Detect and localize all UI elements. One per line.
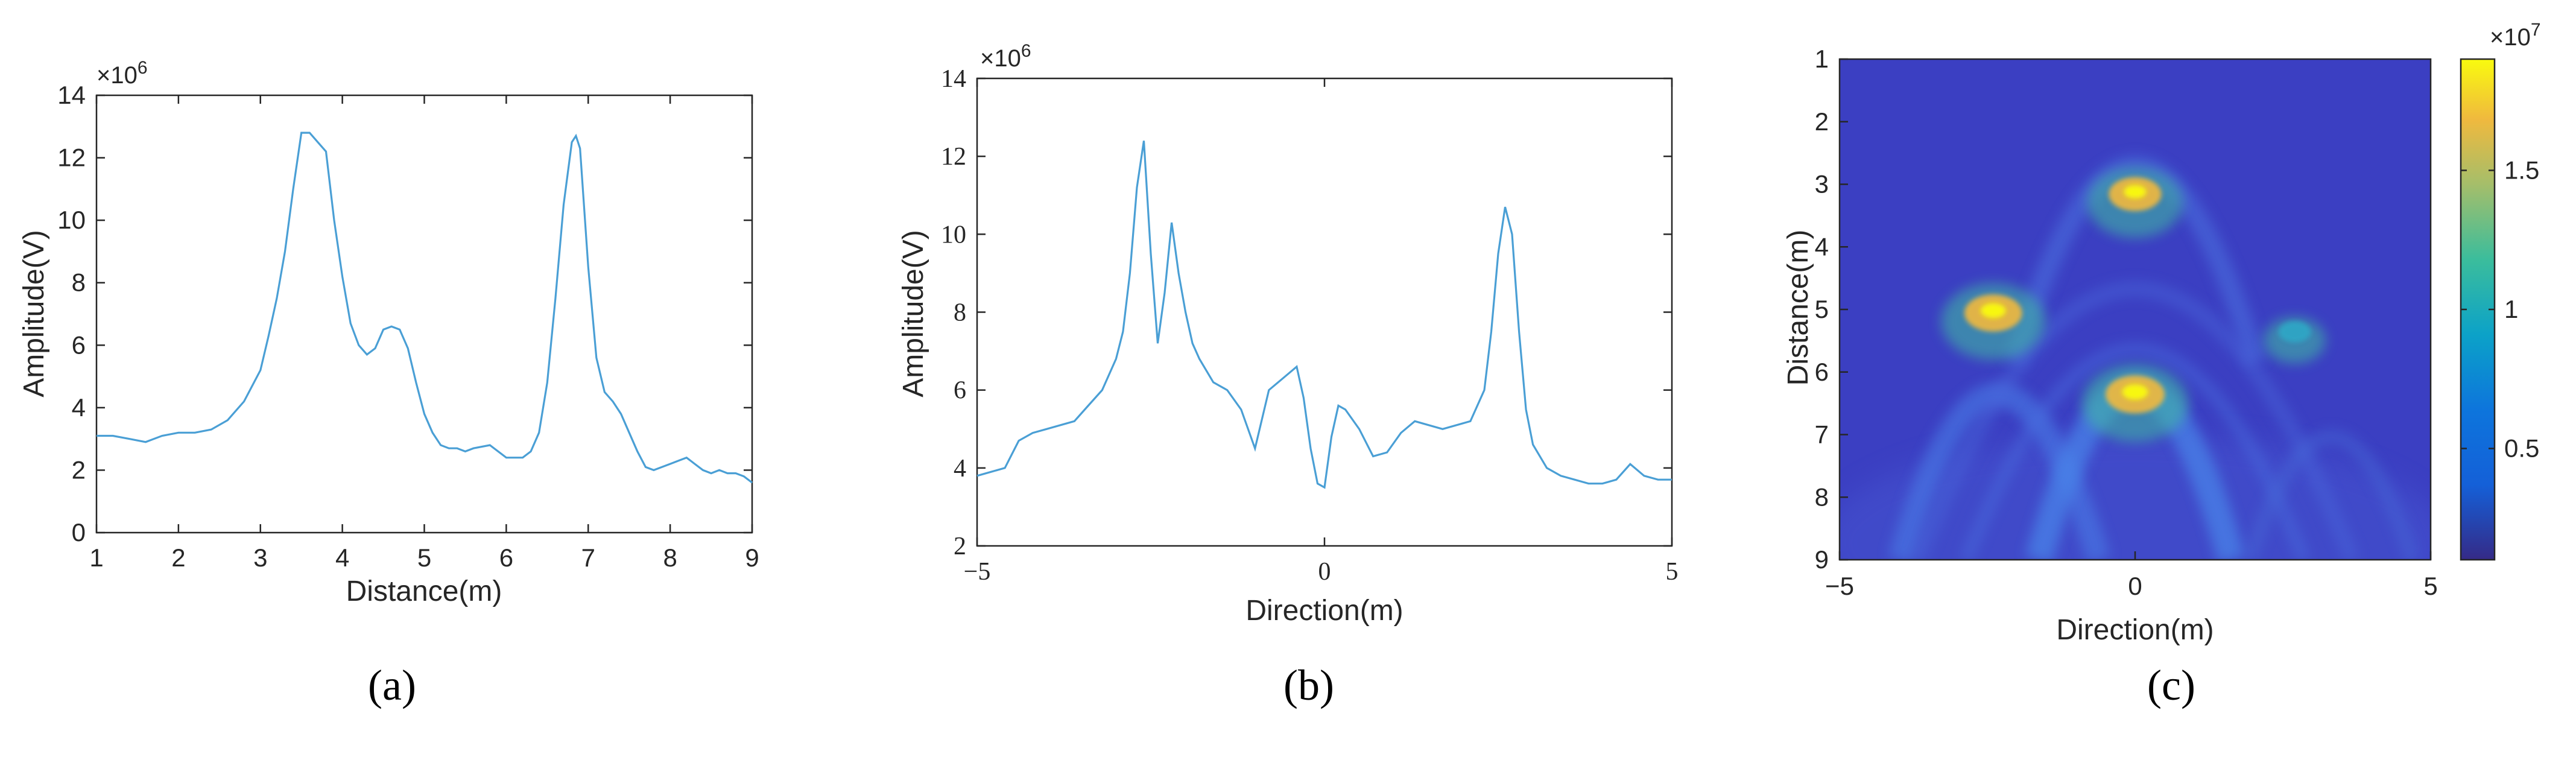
- x-axis-label: Direction(m): [1245, 595, 1403, 627]
- y-tick-label: 10: [941, 221, 966, 249]
- y-tick-label: 3: [1815, 170, 1829, 198]
- y-tick-label: 0: [72, 518, 86, 546]
- y-tick-label: 10: [57, 206, 86, 234]
- panel-b: 2 4 6 8 10 12 14 −5 0 5 ×106 Direction(m) Amplit…: [897, 41, 1679, 709]
- y-tick-label: 1: [1815, 45, 1829, 73]
- panel-label: (a): [368, 661, 416, 709]
- x-tick-label: 2: [171, 543, 185, 572]
- exponent-label: ×106: [97, 58, 148, 89]
- y-tick-label: 8: [1815, 483, 1829, 511]
- heatmap-image: [1840, 59, 2431, 560]
- y-tick-label: 8: [72, 268, 86, 297]
- y-tick-label: 9: [1815, 545, 1829, 574]
- x-tick-label: 1: [89, 543, 103, 572]
- heatmap-hotspot: [1941, 283, 2046, 360]
- x-tick-label: 0: [2128, 572, 2142, 600]
- series-line: [976, 141, 1672, 489]
- x-axis-label: Distance(m): [346, 575, 502, 607]
- colorbar-tick-label: 1: [2504, 295, 2518, 323]
- x-tick-label: 5: [2423, 572, 2437, 600]
- x-tick-label: 0: [1318, 558, 1331, 586]
- y-tick-label: 14: [941, 65, 966, 93]
- x-tick-label: 3: [253, 543, 267, 572]
- x-tick-label: −5: [1825, 572, 1854, 600]
- heatmap-hotspot: [2081, 364, 2189, 442]
- y-axis-label: Distance(m): [1782, 230, 1814, 386]
- panel-label: (b): [1283, 661, 1334, 709]
- y-tick-label: 4: [72, 393, 86, 422]
- y-axis-label: Amplitude(V): [897, 230, 929, 397]
- plot-frame: [976, 77, 1673, 547]
- y-tick-label: 12: [57, 144, 86, 172]
- y-tick-label: 6: [72, 331, 86, 359]
- y-tick-label: 6: [954, 377, 966, 405]
- x-tick-label: 8: [663, 543, 677, 572]
- y-tick-label: 7: [1815, 420, 1829, 449]
- colorbar-tick-label: 1.5: [2504, 156, 2539, 184]
- x-tick-label: 9: [745, 543, 759, 572]
- plot-frame: [95, 94, 753, 534]
- y-axis-label: Amplitude(V): [18, 230, 50, 397]
- y-tick-label: 14: [57, 81, 86, 109]
- y-tick-label: 2: [72, 455, 86, 484]
- x-tick-label: 5: [1666, 558, 1679, 586]
- x-tick-label: 6: [499, 543, 513, 572]
- y-tick-label: 2: [954, 533, 966, 560]
- y-tick-label: 12: [941, 143, 966, 171]
- y-tick-label: 4: [954, 455, 966, 483]
- heatmap-hotspot: [2264, 317, 2326, 364]
- exponent-label: ×106: [980, 41, 1031, 72]
- heatmap-hotspot: [2087, 167, 2183, 238]
- y-tick-label: 4: [1815, 232, 1829, 261]
- y-tick-label: 8: [954, 299, 966, 327]
- x-axis-label: Direction(m): [2056, 614, 2214, 646]
- x-tick-label: 7: [581, 543, 595, 572]
- y-tick-label: 5: [1815, 295, 1829, 323]
- x-tick-label: 5: [417, 543, 431, 572]
- x-tick-label: 4: [335, 543, 349, 572]
- panel-label: (c): [2147, 661, 2195, 709]
- colorbar-tick-label: 0.5: [2504, 434, 2539, 463]
- colorbar-exponent-label: ×107: [2490, 20, 2541, 51]
- series-line: [97, 131, 753, 484]
- y-tick-label: 6: [1815, 358, 1829, 386]
- y-tick-label: 2: [1815, 107, 1829, 136]
- x-tick-label: −5: [964, 558, 991, 586]
